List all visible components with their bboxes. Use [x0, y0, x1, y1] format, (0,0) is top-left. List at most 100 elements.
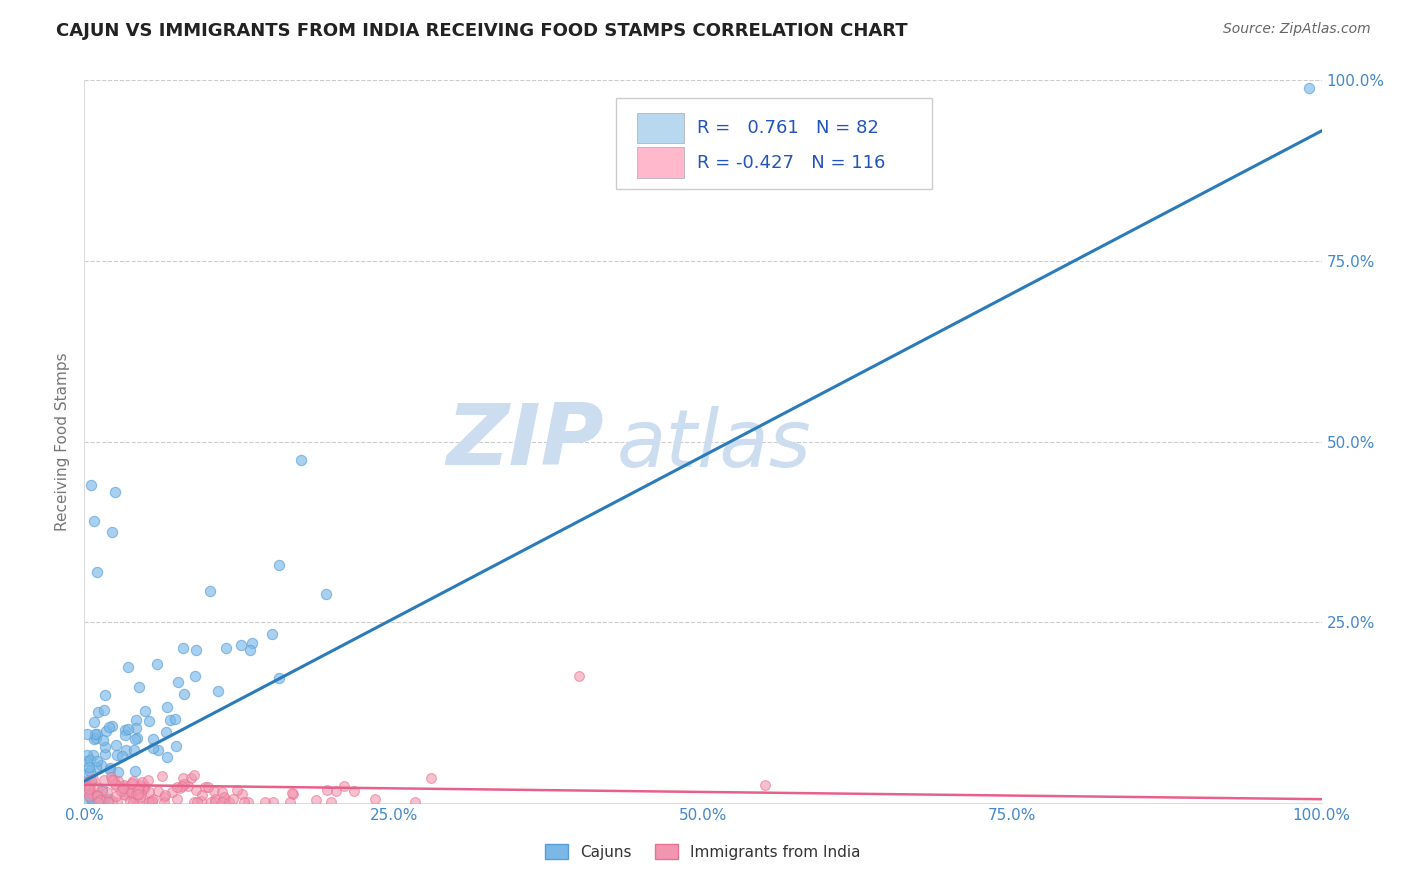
Point — [75, 754, 97, 768]
Point — [86, 792, 108, 806]
Point — [111, 781, 134, 796]
Point — [127, 787, 149, 801]
Point — [101, 794, 124, 808]
Point — [212, 790, 235, 805]
Point — [190, 794, 212, 808]
Point — [77, 789, 100, 803]
FancyBboxPatch shape — [616, 98, 932, 189]
Point — [79, 778, 101, 792]
Point — [121, 776, 143, 790]
Point — [86, 727, 108, 741]
Point — [146, 657, 169, 671]
Point — [93, 740, 115, 755]
Point — [93, 792, 115, 806]
Point — [77, 760, 100, 774]
Point — [568, 669, 591, 683]
Point — [124, 790, 146, 805]
Point — [76, 747, 98, 762]
Point — [156, 699, 179, 714]
Point — [110, 783, 132, 797]
Point — [83, 726, 105, 740]
Point — [169, 781, 191, 796]
Point — [100, 761, 122, 775]
Point — [142, 731, 165, 746]
Point — [142, 740, 165, 755]
Point — [183, 768, 205, 782]
Point — [155, 788, 177, 802]
Point — [121, 785, 143, 799]
Point — [172, 640, 194, 655]
Point — [124, 743, 146, 757]
Y-axis label: Receiving Food Stamps: Receiving Food Stamps — [55, 352, 70, 531]
Point — [363, 791, 385, 805]
Point — [281, 786, 304, 800]
Point — [267, 671, 290, 685]
Point — [86, 780, 108, 794]
Point — [204, 791, 226, 805]
Point — [114, 728, 136, 742]
Point — [305, 792, 328, 806]
Point — [97, 792, 120, 806]
Legend: Cajuns, Immigrants from India: Cajuns, Immigrants from India — [537, 836, 869, 867]
Point — [73, 792, 96, 806]
Point — [186, 795, 208, 809]
Point — [325, 784, 347, 798]
Point — [79, 764, 101, 778]
Point — [173, 777, 195, 791]
Point — [96, 724, 118, 739]
Point — [138, 773, 160, 788]
Point — [211, 795, 233, 809]
Point — [104, 777, 127, 791]
Point — [125, 795, 148, 809]
Point — [87, 795, 110, 809]
Point — [207, 684, 229, 698]
Point — [80, 784, 103, 798]
Point — [138, 795, 160, 809]
Point — [86, 789, 108, 804]
Point — [93, 773, 115, 788]
Point — [86, 565, 108, 579]
Point — [80, 792, 103, 806]
Point — [98, 720, 121, 734]
Point — [190, 788, 212, 802]
Point — [204, 795, 226, 809]
Point — [319, 795, 342, 809]
Text: Source: ZipAtlas.com: Source: ZipAtlas.com — [1223, 22, 1371, 37]
Point — [80, 792, 103, 806]
Point — [100, 770, 122, 784]
Point — [160, 785, 183, 799]
Point — [112, 778, 135, 792]
Point — [184, 783, 207, 797]
Point — [100, 718, 122, 732]
Point — [103, 772, 125, 787]
Text: ZIP: ZIP — [446, 400, 605, 483]
Point — [86, 705, 108, 719]
Point — [138, 784, 160, 798]
Point — [315, 586, 337, 600]
Point — [115, 785, 138, 799]
Point — [94, 792, 117, 806]
Point — [754, 778, 776, 792]
Point — [232, 795, 254, 809]
Point — [165, 739, 187, 754]
Text: R = -0.427   N = 116: R = -0.427 N = 116 — [697, 153, 886, 171]
Point — [117, 660, 139, 674]
Point — [82, 792, 104, 806]
Point — [89, 793, 111, 807]
Point — [120, 794, 142, 808]
Point — [80, 786, 103, 800]
Point — [105, 779, 128, 793]
Point — [86, 754, 108, 768]
Point — [125, 788, 148, 802]
Point — [79, 782, 101, 797]
FancyBboxPatch shape — [637, 147, 685, 178]
Point — [202, 784, 225, 798]
Point — [114, 788, 136, 802]
Point — [90, 784, 112, 798]
Point — [84, 731, 107, 745]
Point — [229, 638, 252, 652]
Point — [214, 792, 236, 806]
Point — [155, 725, 177, 739]
Point — [114, 742, 136, 756]
Point — [173, 687, 195, 701]
